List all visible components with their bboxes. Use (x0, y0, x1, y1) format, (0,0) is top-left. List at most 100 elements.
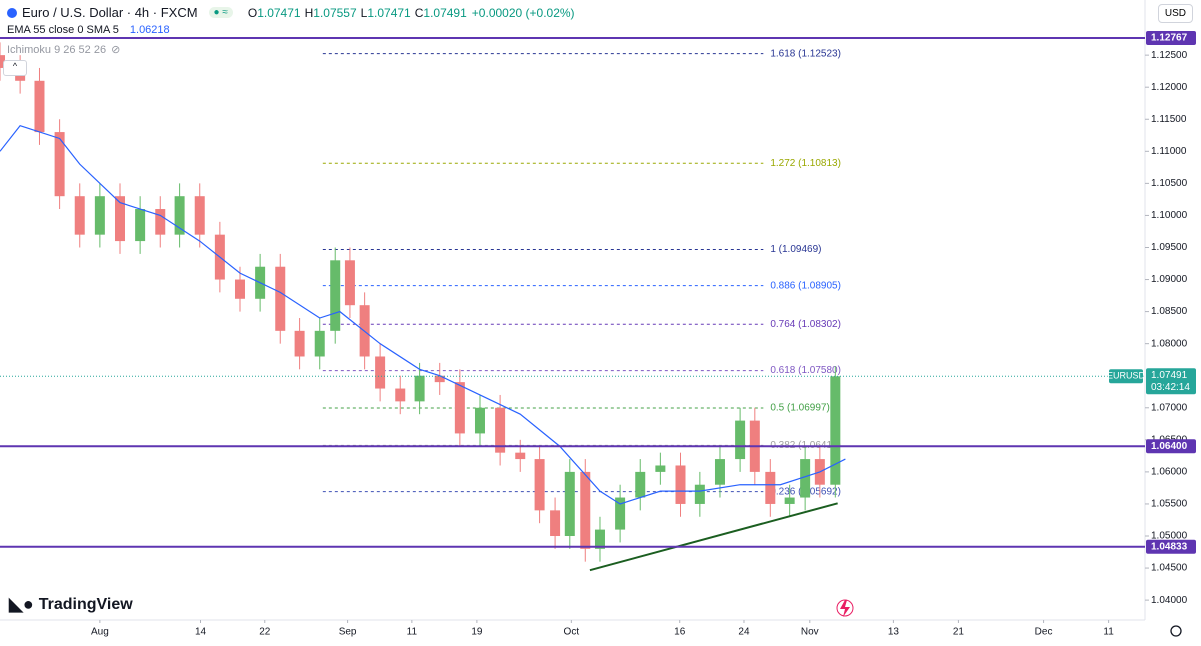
lightning-icon (840, 600, 850, 617)
y-tick-label: 1.04500 (1151, 563, 1188, 574)
countdown: 03:42:14 (1151, 382, 1190, 393)
settings-icon[interactable] (1170, 625, 1182, 637)
price-tag-label: 1.04833 (1151, 541, 1188, 552)
candle-body (74, 196, 85, 235)
candle-body (275, 266, 286, 331)
candle-body (234, 279, 245, 299)
fib-label: 0.618 (1.07580) (770, 365, 841, 376)
ema-value: 1.06218 (129, 24, 170, 36)
candle-body (114, 196, 125, 242)
symbol: Euro / U.S. Dollar · 4h · FXCM (22, 5, 198, 20)
candle-body (594, 529, 605, 549)
x-tick-label: 14 (195, 627, 207, 638)
symbol-tag-label: EURUSD (1107, 371, 1146, 381)
ema-line (0, 124, 846, 505)
symbol-row: Euro / U.S. Dollar · 4h · FXCM ● ≈ O1.07… (7, 5, 575, 20)
candle-body (765, 471, 776, 504)
candle-body (830, 376, 841, 485)
candle-body (94, 196, 105, 235)
hidden-icon[interactable]: ⊘ (111, 44, 121, 56)
candle-body (495, 407, 506, 453)
candle-body (414, 375, 425, 402)
fib-label: 1.272 (1.10813) (770, 158, 841, 169)
ohlc-label: O (247, 5, 258, 20)
fib-label: 0.5 (1.06997) (770, 403, 830, 414)
market-status[interactable]: ● ≈ (208, 7, 233, 18)
x-tick-label: 22 (259, 627, 271, 638)
ohlc-label: H (304, 5, 314, 20)
x-tick-label: Sep (339, 627, 357, 638)
candle-body (34, 80, 45, 133)
ichimoku-row: Ichimoku 9 26 52 26 ⊘ (7, 43, 121, 57)
lightning-ring (836, 599, 854, 617)
y-tick-label: 1.10500 (1151, 178, 1188, 189)
candle-body (694, 484, 705, 504)
candle-body (375, 356, 386, 389)
change: +0.00020 (+0.02%) (471, 5, 575, 20)
candle-body (635, 471, 646, 498)
candle-body (54, 132, 65, 197)
y-tick-label: 1.12000 (1151, 82, 1188, 93)
flag-icon (7, 7, 17, 18)
y-tick-label: 1.11000 (1151, 146, 1187, 157)
candle-body (434, 375, 445, 383)
symbol-tag (1109, 369, 1143, 384)
ohlc-value: 1.07471 (257, 5, 301, 20)
y-tick-label: 1.09500 (1151, 242, 1188, 253)
y-tick-label: 1.09000 (1151, 274, 1188, 285)
candle-body (454, 382, 465, 434)
x-tick-label: Nov (801, 627, 819, 638)
price-tag (1146, 31, 1196, 46)
candle-body (474, 407, 485, 434)
candle-body (155, 209, 166, 235)
candle-body (174, 196, 185, 235)
fib-label: 0.886 (1.08905) (770, 280, 841, 291)
collapse-button[interactable]: ^ (3, 60, 27, 76)
ohlc-value: 1.07491 (423, 5, 467, 20)
ohlc-label: L (360, 5, 368, 20)
y-tick-label: 1.08500 (1151, 306, 1188, 317)
candle-body (580, 471, 591, 549)
x-tick-label: 11 (1103, 627, 1114, 638)
candle-body (564, 471, 575, 537)
x-tick-label: 21 (953, 627, 965, 638)
candle-body (294, 330, 305, 357)
x-tick-label: Oct (564, 627, 580, 638)
x-tick-label: 24 (738, 627, 750, 638)
ohlc-value: 1.07471 (367, 5, 411, 20)
price-tag-label: 1.06400 (1151, 441, 1188, 452)
y-tick-label: 1.11500 (1151, 114, 1187, 125)
candle-body (800, 459, 811, 498)
candle-body (194, 196, 205, 235)
candle-body (344, 260, 355, 306)
brand: ◣● TradingView (9, 594, 133, 615)
candle-body (330, 260, 341, 331)
candle-body (550, 510, 561, 537)
brand-icon: ◣● (9, 594, 34, 614)
y-tick-label: 1.12500 (1151, 50, 1188, 61)
x-tick-label: 16 (674, 627, 686, 638)
y-tick-label: 1.10000 (1151, 210, 1188, 221)
candle-body (135, 209, 146, 242)
y-tick-label: 1.04000 (1151, 595, 1188, 606)
x-tick-label: 13 (888, 627, 900, 638)
y-tick-label: 1.05500 (1151, 499, 1188, 510)
trendline (589, 502, 838, 572)
y-tick-label: 1.08000 (1151, 338, 1188, 349)
ohlc-value: 1.07557 (313, 5, 357, 20)
ohlc: O1.07471 H1.07557 L1.07471 C1.07491 (244, 6, 467, 20)
price-tag (1146, 439, 1196, 454)
y-tick-label: 1.06000 (1151, 467, 1188, 478)
y-tick-label: 1.07000 (1151, 402, 1188, 413)
currency[interactable]: USD (1157, 4, 1193, 23)
candle-body (395, 388, 406, 402)
x-tick-label: Aug (91, 627, 109, 638)
candle-body (784, 497, 795, 504)
x-tick-label: 19 (471, 627, 483, 638)
last-price-label: 1.07491 (1151, 370, 1188, 381)
price-axis-bg (1145, 0, 1201, 646)
price-tag-label: 1.12767 (1151, 33, 1188, 44)
x-tick-label: Dec (1035, 627, 1053, 638)
